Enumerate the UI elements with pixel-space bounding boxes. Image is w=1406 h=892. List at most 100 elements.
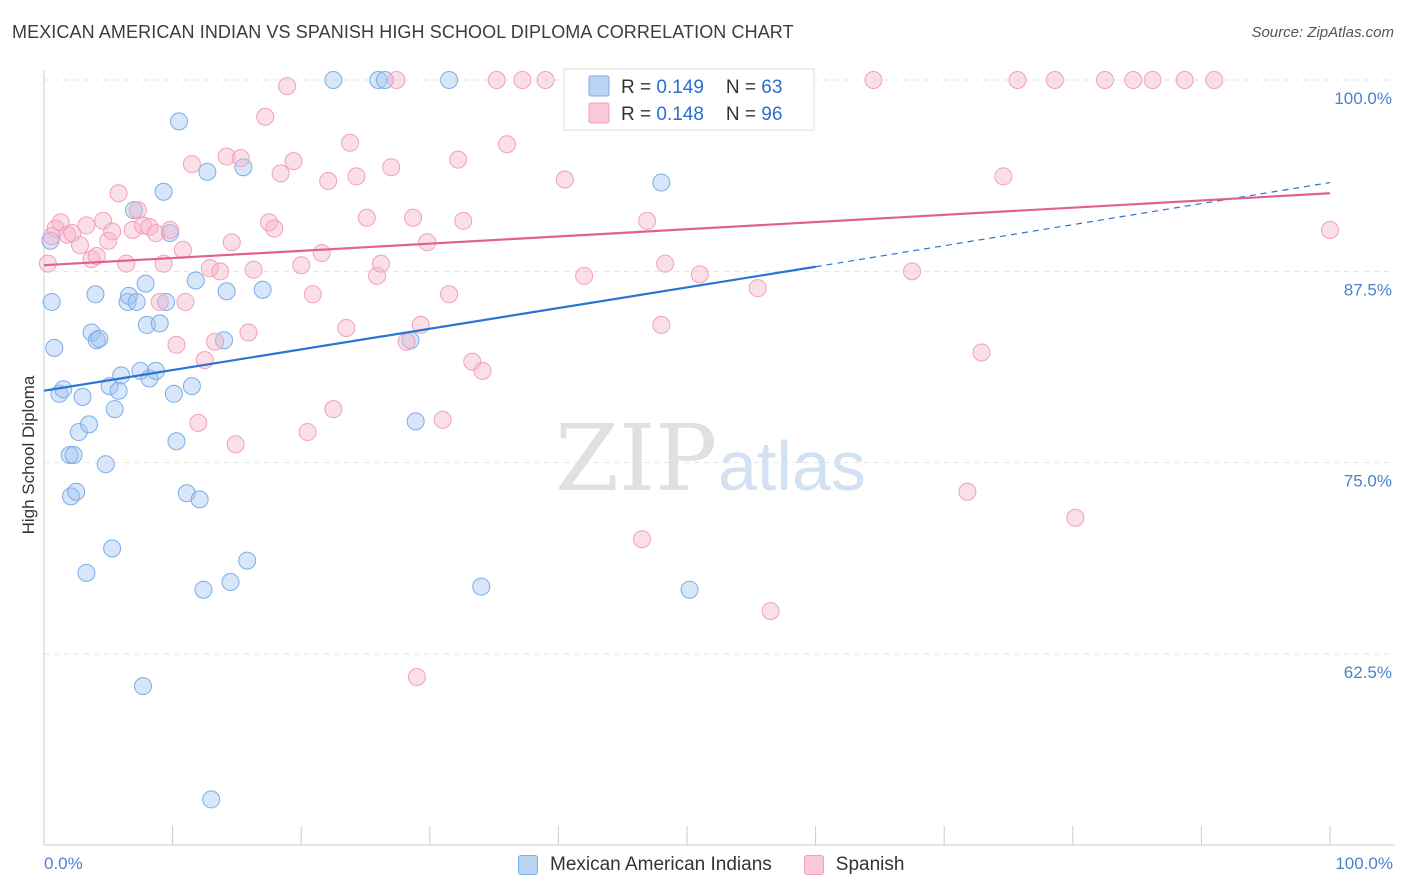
spanish-point-29	[200, 259, 219, 278]
mexican-american-indian-point-38	[167, 432, 186, 451]
mexican-american-indian-point-52	[253, 280, 272, 299]
mexican-american-indian-point-23	[118, 292, 137, 311]
y-axis-label: High School Diploma	[19, 375, 38, 534]
legend-marker-mexican-american-indians	[518, 855, 538, 875]
spanish-point-41	[271, 164, 290, 183]
source-credit: Source: ZipAtlas.com	[1251, 24, 1394, 41]
spanish-point-70	[513, 71, 532, 89]
mexican-american-indian-point-61	[680, 580, 699, 599]
mexican-american-indian-point-1	[42, 292, 61, 311]
mexican-american-indian-point-53	[324, 71, 343, 89]
spanish-point-56	[382, 158, 401, 177]
spanish-point-93	[1175, 71, 1194, 89]
spanish-point-89	[1045, 71, 1064, 89]
mexican-american-indian-trend-line	[43, 265, 816, 392]
spanish-point-83	[864, 71, 883, 89]
series-legend: Mexican American Indians Spanish	[518, 851, 936, 879]
mexican-american-indian-point-14	[86, 285, 105, 304]
spanish-point-46	[303, 285, 322, 304]
spanish-point-12	[103, 222, 122, 241]
spanish-point-11	[99, 231, 118, 250]
x-ticks	[43, 826, 1331, 845]
mexican-american-indian-point-54	[369, 71, 388, 89]
legend-n-value-1: 63	[761, 77, 782, 98]
legend-n-value-2: 96	[761, 104, 782, 125]
spanish-point-24	[173, 240, 192, 259]
spanish-point-76	[652, 315, 671, 334]
spanish-point-20	[150, 292, 169, 311]
spanish-point-73	[575, 266, 594, 285]
spanish-point-50	[337, 318, 356, 337]
mexican-american-indian-point-19	[103, 539, 122, 558]
tick-labels: 100.0% 87.5% 75.0% 62.5% 0.0% 100.0%	[44, 89, 1393, 873]
spanish-point-91	[1124, 71, 1143, 89]
spanish-point-75	[638, 211, 657, 230]
mexican-american-indian-point-44	[194, 580, 213, 599]
spanish-point-32	[217, 147, 236, 166]
spanish-point-78	[690, 265, 709, 284]
spanish-point-35	[231, 149, 250, 168]
mexican-american-indian-point-41	[182, 377, 201, 396]
spanish-point-38	[256, 107, 275, 126]
mexican-american-indian-point-29	[136, 274, 155, 293]
spanish-point-42	[278, 77, 297, 96]
legend-swatch-spanish	[588, 102, 610, 124]
spanish-point-47	[312, 243, 331, 262]
spanish-point-7	[77, 216, 96, 235]
spanish-point-80	[748, 279, 767, 298]
legend-item-spanish: Spanish	[803, 854, 905, 876]
y-tick-label-0: 100.0%	[1334, 89, 1392, 108]
x-tick-label-0: 0.0%	[44, 854, 83, 873]
legend-r-value-2: 0.148	[656, 104, 704, 125]
mexican-american-indian-point-2	[45, 338, 64, 357]
axes	[43, 70, 1395, 846]
legend-n-label-2: N =	[726, 104, 761, 125]
mexican-american-indian-point-9	[69, 423, 88, 442]
spanish-point-53	[357, 208, 376, 227]
mexican-american-indian-point-39	[170, 112, 189, 131]
mexican-american-indian-point-59	[472, 577, 491, 596]
chart-title: MEXICAN AMERICAN INDIAN VS SPANISH HIGH …	[12, 22, 794, 42]
watermark-zip: ZIP	[555, 405, 717, 512]
spanish-point-25	[176, 292, 195, 311]
trend-lines	[43, 181, 1331, 392]
spanish-point-19	[146, 224, 165, 243]
mexican-american-indian-point-57	[406, 412, 425, 431]
x-tick-label-1: 100.0%	[1335, 854, 1393, 873]
spanish-point-81	[761, 602, 780, 621]
legend-r-value-1: 0.149	[656, 77, 704, 98]
spanish-point-55	[371, 254, 390, 273]
spanish-point-33	[222, 233, 241, 252]
mexican-american-indian-point-43	[190, 490, 209, 509]
legend-label-spanish: Spanish	[835, 854, 905, 875]
spanish-point-92	[1143, 71, 1162, 89]
spanish-point-74	[632, 530, 651, 549]
spanish-point-16	[128, 201, 147, 220]
spanish-point-39	[260, 213, 279, 232]
mexican-american-indian-point-46	[202, 790, 221, 809]
spanish-point-37	[244, 260, 263, 279]
spanish-point-26	[182, 155, 201, 174]
spanish-point-45	[298, 423, 317, 442]
y-tick-label-3: 62.5%	[1344, 663, 1392, 682]
spanish-point-27	[189, 413, 208, 432]
legend-row-2: R = 0.148 N = 96	[621, 104, 782, 125]
legend-r-label-1: R =	[621, 77, 656, 98]
spanish-point-95	[1321, 221, 1339, 240]
spanish-point-64	[449, 150, 468, 169]
spanish-point-59	[404, 208, 423, 227]
legend-label-mexican-american-indians: Mexican American Indians	[550, 854, 772, 875]
spanish-point-61	[418, 233, 437, 252]
spanish-point-68	[487, 71, 506, 89]
mexican-american-indian-point-16	[90, 329, 109, 348]
spanish-point-65	[454, 211, 473, 230]
spanish-point-63	[440, 285, 459, 304]
mexican-american-indian-point-28	[134, 677, 153, 696]
mexican-american-indian-point-25	[125, 201, 144, 220]
spanish-point-85	[958, 482, 977, 501]
spanish-point-2	[46, 219, 65, 238]
spanish-point-90	[1066, 508, 1085, 527]
mexican-american-indian-point-5	[60, 446, 79, 465]
mexican-american-indian-point-11	[77, 563, 96, 582]
legend-r-label-2: R =	[621, 104, 656, 125]
